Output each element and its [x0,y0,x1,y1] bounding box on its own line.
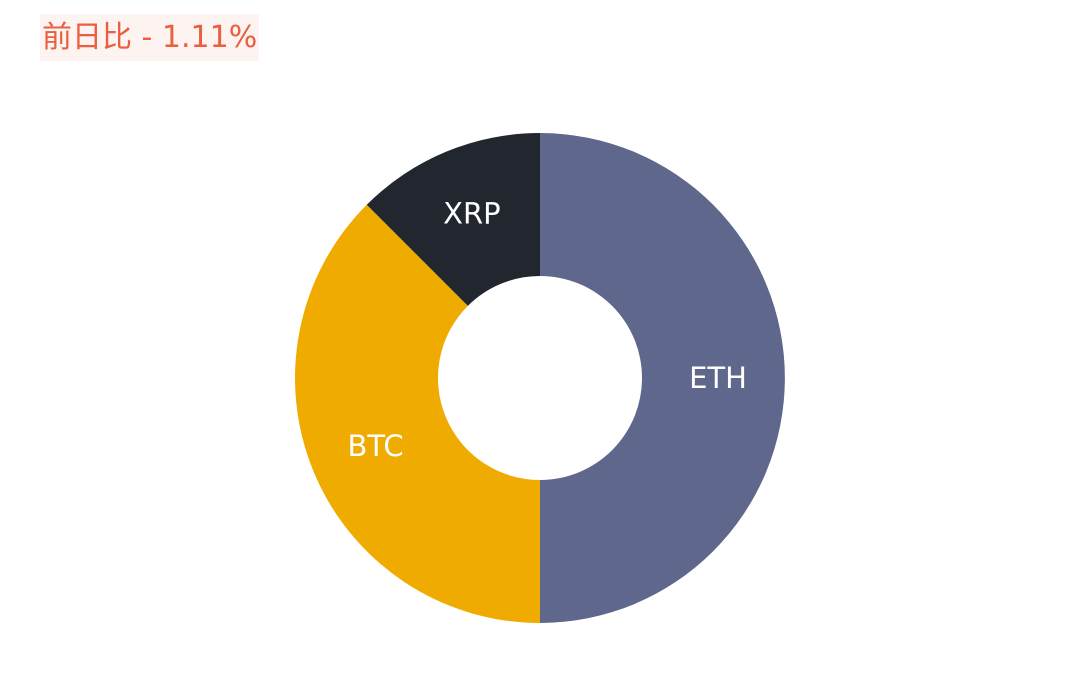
slice-eth [540,133,785,623]
slice-label-btc: BTC [347,429,403,463]
slice-label-eth: ETH [689,361,747,395]
slice-btc [295,204,540,623]
slice-label-xrp: XRP [443,197,501,231]
daily-change-badge: 前日比 - 1.11% [40,14,260,61]
slice-xrp [366,133,540,306]
